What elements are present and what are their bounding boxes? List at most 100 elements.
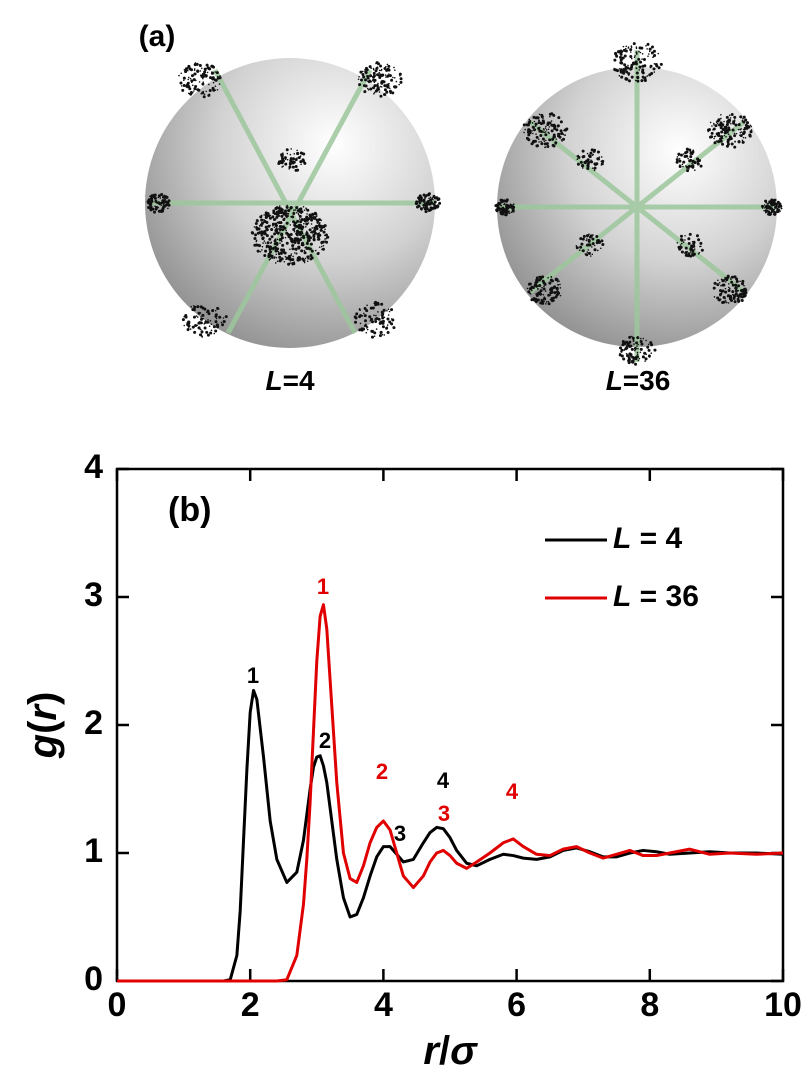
particle: [380, 302, 384, 306]
particle: [633, 343, 635, 345]
particle: [537, 278, 541, 282]
particle: [539, 134, 543, 138]
particle: [593, 244, 596, 247]
particle: [687, 252, 691, 256]
particle: [296, 152, 300, 156]
particle: [289, 157, 293, 161]
particle: [720, 278, 723, 281]
particle: [600, 239, 604, 243]
particle: [392, 76, 394, 79]
particle: [623, 349, 626, 351]
particle: [630, 45, 633, 47]
particle: [373, 84, 377, 88]
particle: [629, 67, 633, 71]
particle: [681, 163, 684, 166]
particle: [392, 326, 396, 330]
particle: [635, 67, 638, 69]
particle: [724, 281, 727, 283]
particle: [390, 308, 394, 312]
particle: [535, 276, 538, 279]
particle: [154, 205, 156, 208]
particle: [155, 201, 158, 204]
particle: [306, 260, 309, 262]
particle: [744, 291, 748, 295]
particle: [689, 150, 692, 153]
particle: [381, 325, 385, 329]
particle: [745, 123, 748, 125]
particle: [585, 239, 588, 242]
particle: [555, 143, 557, 145]
particle: [196, 88, 200, 92]
particle: [315, 227, 319, 231]
particle: [305, 207, 307, 209]
particle: [734, 283, 738, 287]
particle: [589, 151, 593, 155]
particle: [543, 140, 546, 142]
particle: [205, 90, 207, 93]
particle: [282, 218, 286, 222]
particle: [273, 239, 277, 243]
particle: [295, 211, 298, 214]
particle: [559, 283, 561, 286]
particle: [536, 281, 539, 284]
particle: [265, 250, 268, 253]
particle: [624, 347, 628, 351]
particle: [374, 319, 378, 323]
particle: [386, 309, 388, 312]
particle: [264, 225, 268, 229]
particle: [637, 347, 639, 350]
particle: [528, 287, 532, 291]
particle: [720, 113, 722, 116]
particle: [750, 125, 753, 128]
particle: [189, 77, 192, 80]
particle: [622, 45, 625, 48]
particle: [638, 69, 640, 71]
particle: [587, 251, 591, 255]
particle: [622, 67, 625, 70]
particle: [763, 209, 765, 212]
particle: [167, 199, 171, 203]
particle: [284, 255, 287, 258]
particle: [270, 235, 274, 239]
particle: [277, 221, 279, 224]
particle: [289, 232, 293, 236]
particle: [600, 156, 603, 158]
particle: [639, 60, 643, 64]
particle: [377, 311, 379, 313]
particle: [203, 326, 207, 330]
particle: [381, 73, 385, 77]
particle: [157, 209, 161, 213]
particle: [553, 127, 557, 131]
particle: [542, 128, 545, 130]
particle: [541, 279, 545, 283]
particle: [744, 118, 748, 122]
particle: [257, 227, 261, 231]
particle: [739, 280, 741, 283]
particle: [713, 296, 716, 298]
particle: [620, 354, 624, 358]
particle: [301, 232, 304, 235]
particle: [737, 140, 741, 144]
particle: [377, 82, 379, 85]
particle: [768, 208, 771, 210]
particle: [619, 52, 623, 56]
particle: [712, 129, 714, 131]
particle: [623, 63, 627, 67]
particle: [224, 320, 226, 323]
particle: [742, 130, 746, 134]
particle: [635, 46, 638, 48]
particle: [265, 234, 269, 238]
particle: [531, 130, 533, 132]
particle: [307, 238, 311, 242]
particle: [204, 74, 208, 78]
particle: [539, 289, 543, 293]
particle: [296, 168, 300, 172]
particle: [380, 86, 383, 88]
particle: [429, 196, 432, 199]
particle: [494, 205, 496, 207]
particle: [280, 214, 284, 218]
particle: [684, 234, 686, 237]
particle: [205, 63, 209, 67]
particle: [221, 323, 225, 327]
particle: [645, 339, 647, 342]
